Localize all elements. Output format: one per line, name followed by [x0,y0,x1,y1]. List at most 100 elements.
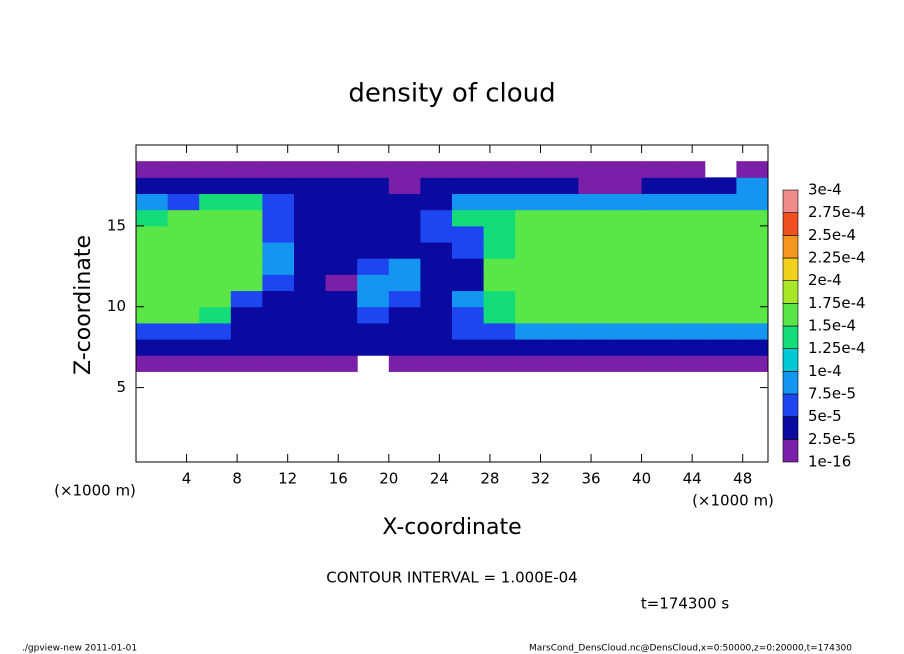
cell [641,322,674,340]
cell [294,161,327,178]
cell [167,209,200,227]
cell [294,322,327,340]
cell [546,258,579,275]
cell [736,242,769,259]
cell [452,258,485,275]
cell [230,161,263,178]
cell [610,225,643,243]
cell [357,161,390,178]
cell [388,193,421,211]
cell [736,306,769,324]
x-axis-label: X-coordinate [382,515,521,540]
cell [673,177,706,195]
cell [483,290,516,308]
cell [388,355,421,372]
cell [736,322,769,340]
cell [388,290,421,308]
cell [294,339,327,356]
cell [736,339,769,356]
cell [610,322,643,340]
cell [199,339,232,356]
cell [610,209,643,227]
cell [704,355,737,372]
cell [230,209,263,227]
cell [230,339,263,356]
y-tick-label: 15 [107,216,126,234]
cell [515,177,548,195]
cell [641,242,674,259]
cell [452,193,485,211]
footer-right: MarsCond_DensCloud.nc@DensCloud,x=0:5000… [529,644,852,654]
cell [704,177,737,195]
cell [641,209,674,227]
colorbar-box [782,325,799,349]
colorbar-box [782,416,799,440]
cell [420,322,453,340]
cell [704,225,737,243]
cell [230,322,263,340]
cell [610,355,643,372]
cell [136,290,169,308]
cell [515,290,548,308]
cell [420,258,453,275]
cell [199,290,232,308]
cell [199,355,232,372]
cell [578,258,611,275]
cell [610,290,643,308]
cell [294,209,327,227]
cell [736,177,769,195]
cell [515,242,548,259]
cell [610,177,643,195]
colorbar-box [782,348,799,372]
cell [388,322,421,340]
cell [388,258,421,275]
cell [230,306,263,324]
cell [578,161,611,178]
cell [546,225,579,243]
colorbar-label: 2.75e-4 [808,203,866,221]
cell [167,258,200,275]
cell [230,258,263,275]
x-tick-label: 4 [182,470,192,488]
cell [136,193,169,211]
time-label: t=174300 s [641,595,729,613]
cell [546,177,579,195]
cell [641,177,674,195]
plot-frame [135,144,769,463]
colorbar-label: 1.75e-4 [808,294,866,312]
cell [388,242,421,259]
cell [452,339,485,356]
cell [578,225,611,243]
cell [673,258,706,275]
cell [199,177,232,195]
cell [357,290,390,308]
cell [515,322,548,340]
cell [294,242,327,259]
colorbar-label: 2.5e-4 [808,226,856,244]
cell [546,161,579,178]
cell [294,274,327,292]
cell [167,161,200,178]
cell [325,209,358,227]
cell [262,290,295,308]
cell [420,242,453,259]
cell [262,258,295,275]
cell [325,306,358,324]
cell [546,290,579,308]
cell [641,258,674,275]
cell [294,225,327,243]
cell [736,258,769,275]
cell [325,258,358,275]
cell [673,225,706,243]
x-tick-label: 44 [683,470,702,488]
colorbar-label: 5e-5 [808,407,842,425]
cell [483,274,516,292]
cell [515,258,548,275]
cell [230,242,263,259]
cell [262,339,295,356]
colorbar-label: 7.5e-5 [808,385,856,403]
cell [294,355,327,372]
cell [325,161,358,178]
cell [167,242,200,259]
cell [673,209,706,227]
